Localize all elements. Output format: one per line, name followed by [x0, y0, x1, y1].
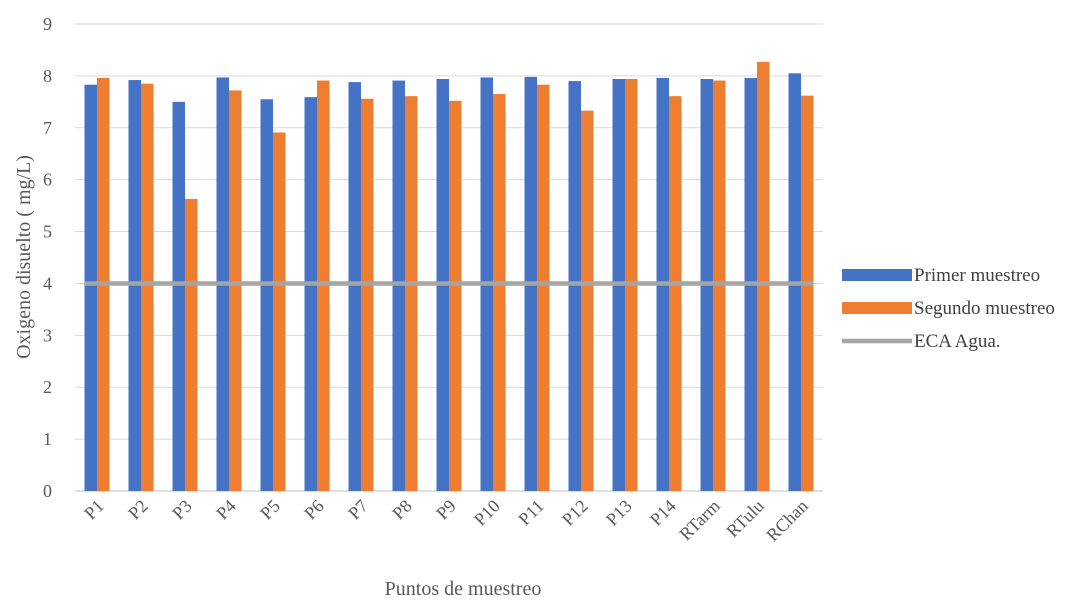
legend-swatch	[842, 302, 912, 314]
x-tick-label: P6	[300, 496, 328, 524]
bar-primer-P1	[84, 84, 97, 492]
bar-segundo-P7	[361, 98, 374, 491]
bar-segundo-P8	[405, 96, 418, 492]
bar-segundo-P10	[493, 94, 506, 492]
bar-segundo-P11	[537, 84, 550, 492]
bar-segundo-P12	[581, 110, 594, 491]
bar-primer-P6	[304, 97, 317, 491]
bar-segundo-P3	[185, 198, 198, 492]
legend-swatch	[842, 269, 912, 281]
y-tick-label: 9	[43, 14, 52, 34]
x-tick-labels: P1 P2 P3 P4 P5 P6 P7 P8 P9 P10 P11 P12 P13 P14RTarmRT…	[80, 496, 812, 546]
bar-segundo-P6	[317, 80, 330, 491]
x-tick-label: P11	[514, 496, 547, 529]
x-tick-label: RTulu	[722, 496, 767, 541]
x-tick-label: P2	[124, 496, 152, 524]
bar-segundo-P4	[229, 90, 242, 491]
x-tick-label: P5	[256, 496, 284, 524]
x-tick-label: P7	[344, 496, 372, 524]
y-tick-label: 8	[43, 66, 52, 86]
x-tick-label: P9	[432, 496, 460, 524]
y-tick-labels: 0 1 2 3 4 5 6 7 8 9	[43, 14, 52, 501]
bar-primer-P12	[568, 81, 581, 492]
x-tick-label: RChan	[762, 496, 812, 546]
x-tick-label: P13	[602, 496, 636, 530]
bar-primer-P3	[172, 101, 185, 491]
bars	[84, 61, 814, 492]
x-tick-label: P14	[646, 496, 680, 530]
x-tick-label: P12	[558, 496, 592, 530]
legend-label: ECA Agua.	[914, 331, 1001, 352]
y-tick-label: 1	[43, 429, 52, 449]
x-tick-label: P1	[80, 496, 108, 524]
y-tick-label: 4	[43, 273, 52, 293]
y-tick-label: 2	[43, 377, 52, 397]
legend-label: Primer muestreo	[914, 265, 1040, 286]
bar-primer-P7	[348, 82, 361, 492]
bar-segundo-P2	[141, 83, 154, 491]
x-tick-label: P8	[388, 496, 416, 524]
y-tick-label: 3	[43, 325, 52, 345]
bar-segundo-RTarm	[713, 80, 726, 491]
x-tick-label: RTarm	[675, 496, 724, 545]
bar-primer-P8	[392, 80, 405, 491]
y-tick-label: 5	[43, 222, 52, 242]
legend: Primer muestreo Segundo muestreo ECA Agua.	[842, 265, 1055, 352]
bar-segundo-RChan	[801, 95, 814, 492]
y-tick-label: 6	[43, 170, 52, 190]
bar-primer-P5	[260, 99, 273, 491]
y-tick-label: 0	[43, 481, 52, 501]
bar-segundo-P9	[449, 100, 462, 491]
x-tick-label: P10	[470, 496, 504, 530]
x-tick-label: P3	[168, 496, 196, 524]
y-tick-label: 7	[43, 118, 52, 138]
bar-segundo-P5	[273, 132, 286, 491]
bar-segundo-RTulu	[757, 61, 770, 492]
x-tick-label: P4	[212, 496, 240, 524]
legend-label: Segundo muestreo	[914, 298, 1055, 319]
y-axis-title: Oxigeno disuelto ( mg/L)	[13, 155, 35, 359]
bar-segundo-P14	[669, 96, 682, 492]
x-axis-title: Puntos de muestreo	[385, 578, 542, 600]
